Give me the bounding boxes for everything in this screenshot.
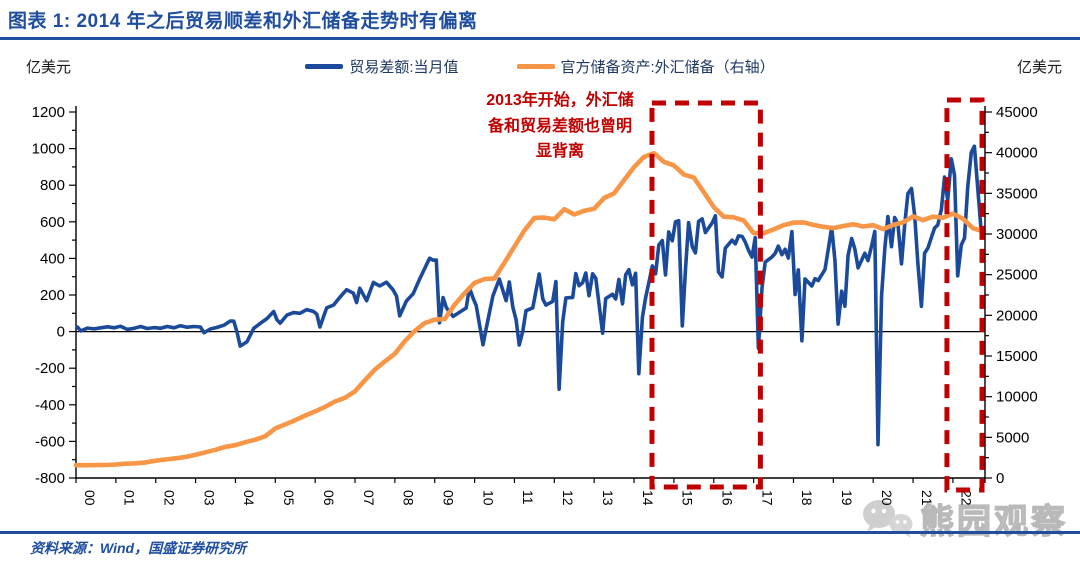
highlight-box-2	[944, 97, 985, 493]
watermark: 熊园观察	[860, 494, 1068, 543]
series-line-trade-balance	[75, 144, 983, 447]
header-divider	[0, 37, 1080, 40]
series-line-fx-reserves	[73, 150, 984, 468]
x-axis-tick-label: 16	[720, 490, 736, 506]
x-axis-tick-label: 20	[879, 490, 895, 506]
left-axis-tick-label: -800	[35, 470, 65, 487]
x-axis-tick-label: 15	[680, 490, 696, 506]
left-axis-tick-label: 400	[40, 250, 65, 267]
right-axis-tick-label: 10000	[996, 389, 1038, 406]
x-axis-tick-label: 18	[799, 490, 815, 506]
right-axis-tick-label: 5000	[996, 429, 1029, 446]
x-axis-tick-label: 05	[281, 490, 297, 506]
x-axis-tick-label: 19	[839, 490, 855, 506]
x-axis-tick-label: 21	[919, 490, 935, 506]
legend-label-fx-reserves: 官方储备资产:外汇储备（右轴）	[560, 59, 775, 76]
x-axis-tick-label: 00	[82, 490, 98, 506]
legend: 贸易差额:当月值 官方储备资产:外汇储备（右轴）	[0, 56, 1080, 77]
right-axis-tick-label: 35000	[996, 185, 1038, 202]
x-axis-tick-label: 12	[560, 490, 576, 506]
annotation-line-2: 备和贸易差额也曾明	[487, 117, 632, 135]
x-axis-tick-label: 11	[520, 490, 536, 505]
highlight-box-1	[649, 100, 763, 490]
x-axis-tick-label: 14	[640, 490, 656, 506]
left-axis-tick-label: -200	[35, 360, 65, 377]
left-axis-tick-label: 800	[40, 177, 65, 194]
right-axis-tick-label: 25000	[996, 267, 1038, 284]
wechat-logo-icon	[863, 499, 913, 538]
x-axis-tick-label: 17	[759, 490, 775, 506]
right-axis-tick-label: 20000	[996, 307, 1038, 324]
x-axis-tick-label: 22	[959, 490, 975, 506]
left-axis-tick-label: 200	[40, 287, 65, 304]
watermark-text: 熊园观察	[919, 502, 1068, 541]
right-axis-tick-label: 45000	[996, 104, 1038, 121]
figure-title: 图表 1: 2014 年之后贸易顺差和外汇储备走势时有偏离	[8, 11, 478, 32]
x-axis-tick-label: 13	[600, 490, 616, 506]
right-axis-tick-label: 30000	[996, 226, 1038, 243]
left-axis-tick-label: -400	[35, 397, 65, 414]
right-axis-unit-label: 亿美元	[1016, 59, 1062, 76]
x-axis-tick-label: 07	[361, 490, 377, 506]
annotation-line-1: 2013年开始，外汇储	[486, 92, 634, 109]
legend-item-fx-reserves: 官方储备资产:外汇储备（右轴）	[516, 56, 775, 77]
left-axis-unit-label: 亿美元	[26, 59, 72, 76]
legend-swatch-fx-reserves	[516, 64, 555, 69]
chart-annotation: 2013年开始，外汇储 备和贸易差额也曾明 显背离	[424, 88, 696, 165]
right-axis-tick-label: 15000	[996, 348, 1038, 365]
annotation-line-3: 显背离	[535, 143, 584, 161]
x-axis-tick-label: 03	[201, 490, 217, 506]
x-axis-tick-label: 10	[480, 490, 496, 506]
source-note: 资料来源：Wind，国盛证券研究所	[30, 540, 247, 556]
left-axis-tick-label: 0	[57, 324, 65, 341]
x-axis-tick-label: 02	[161, 490, 177, 506]
legend-swatch-trade-balance	[305, 64, 344, 69]
x-axis-tick-label: 04	[241, 490, 257, 506]
right-axis-tick-label: 0	[996, 470, 1004, 487]
x-axis-tick-label: 01	[122, 490, 138, 506]
left-axis-tick-label: -600	[35, 433, 65, 450]
x-axis-tick-label: 08	[401, 490, 417, 506]
left-axis-tick-label: 1000	[32, 141, 65, 158]
right-axis-tick-label: 40000	[996, 145, 1038, 162]
x-axis-tick-label: 06	[321, 490, 337, 506]
legend-label-trade-balance: 贸易差额:当月值	[349, 59, 459, 76]
footer-divider	[0, 531, 1080, 534]
left-axis-tick-label: 1200	[32, 104, 65, 121]
legend-item-trade-balance: 贸易差额:当月值	[305, 56, 459, 77]
x-axis-tick-label: 09	[441, 490, 457, 506]
left-axis-tick-label: 600	[40, 214, 65, 231]
